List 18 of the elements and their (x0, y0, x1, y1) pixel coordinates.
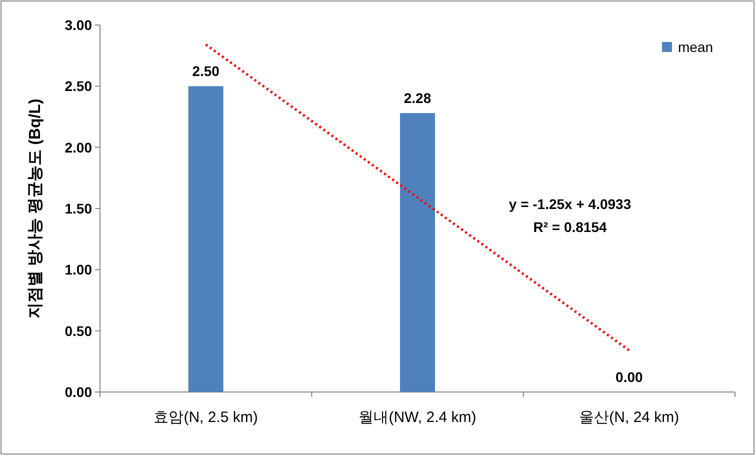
y-tick-label: 1.50 (64, 200, 92, 216)
y-tick-label: 2.00 (64, 139, 92, 156)
y-tick-label: 0.00 (64, 384, 92, 400)
y-tick-label: 3.00 (64, 17, 92, 33)
x-tick-label: 울산(N, 24 km) (579, 409, 680, 426)
legend-label: mean (678, 39, 714, 55)
x-tick-label: 월내(NW, 2.4 km) (358, 409, 476, 426)
x-tick-label: 효암(N, 2.5 km) (154, 409, 258, 426)
y-tick-label: 0.50 (64, 322, 92, 339)
y-tick-label: 1.00 (64, 262, 92, 278)
data-label: 2.50 (192, 63, 220, 80)
annotation: R² = 0.8154 (533, 219, 607, 235)
data-label: 0.00 (616, 369, 644, 385)
legend: mean (662, 39, 714, 55)
y-tick-label: 2.50 (64, 78, 92, 94)
annotation: y = -1.25x + 4.0933 (508, 196, 632, 212)
data-label: 2.28 (404, 90, 432, 106)
y-axis-title: 지점별 방사능 평균농도 (Bq/L) (27, 98, 44, 318)
